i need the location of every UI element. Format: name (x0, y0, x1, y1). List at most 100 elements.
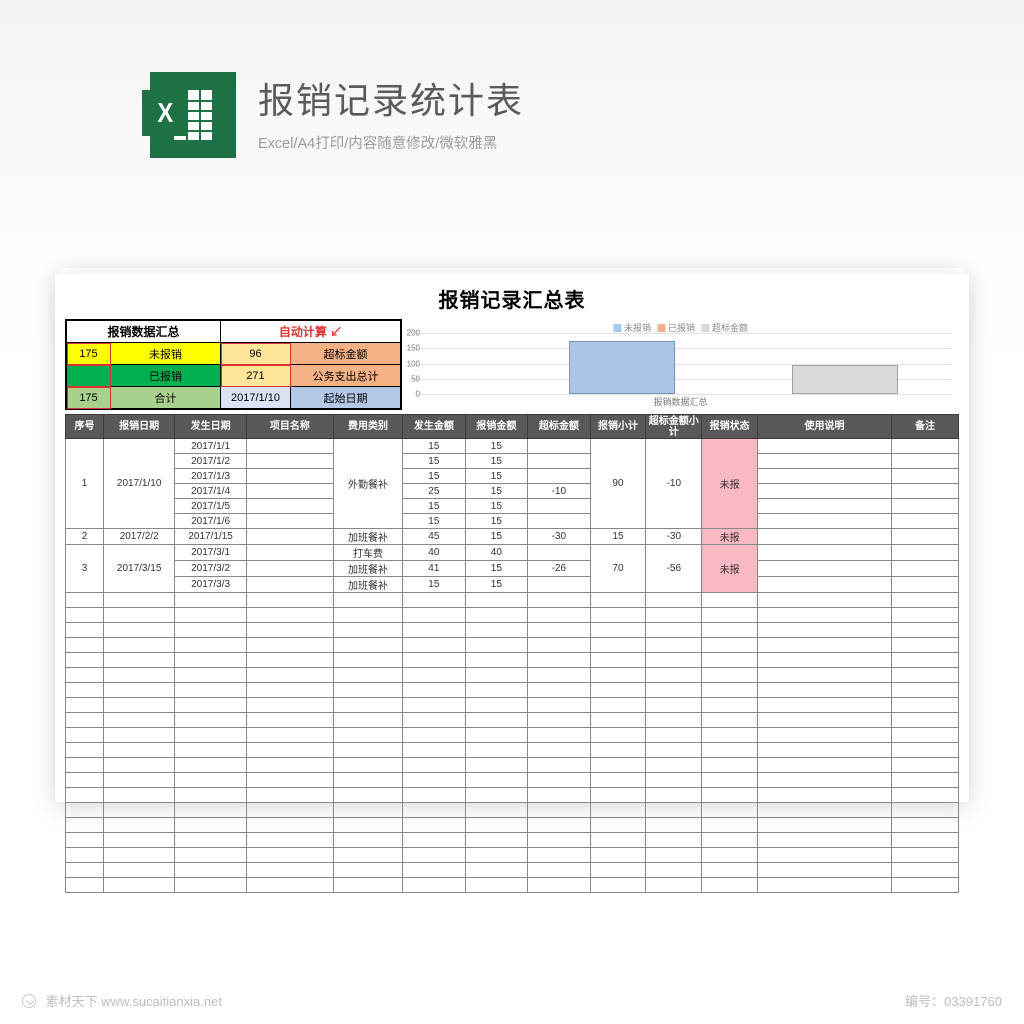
table-cell (333, 683, 402, 698)
table-cell (758, 668, 892, 683)
table-cell (403, 878, 466, 893)
footer-id-value: 03391760 (944, 994, 1002, 1009)
table-cell (66, 608, 104, 623)
table-cell: 加班餐补 (333, 529, 402, 545)
table-cell (333, 608, 402, 623)
table-cell (465, 593, 528, 608)
table-cell (403, 743, 466, 758)
column-header: 报销状态 (702, 415, 758, 439)
table-cell (333, 803, 402, 818)
table-cell (333, 863, 402, 878)
table-cell: 2017/3/1 (175, 545, 246, 561)
table-cell (246, 803, 333, 818)
table-cell (590, 758, 646, 773)
table-cell: 2017/2/2 (103, 529, 174, 545)
table-cell (403, 638, 466, 653)
table-cell (246, 788, 333, 803)
table-cell (66, 848, 104, 863)
table-cell: 15 (403, 514, 466, 529)
table-cell (528, 653, 591, 668)
table-cell (528, 439, 591, 454)
table-cell (590, 728, 646, 743)
table-cell (66, 623, 104, 638)
table-cell (590, 623, 646, 638)
table-cell: 2017/1/6 (175, 514, 246, 529)
summary-cell (67, 365, 111, 387)
table-cell: 加班餐补 (333, 577, 402, 593)
table-cell: 未报 (702, 439, 758, 529)
table-cell (590, 743, 646, 758)
table-cell (403, 758, 466, 773)
table-cell (758, 803, 892, 818)
table-cell (702, 743, 758, 758)
table-cell (646, 863, 702, 878)
table-cell (246, 469, 333, 484)
column-header: 报销日期 (103, 415, 174, 439)
data-table: 序号报销日期发生日期项目名称费用类别发生金额报销金额超标金额报销小计超标金额小计… (65, 414, 959, 893)
table-cell (175, 608, 246, 623)
table-cell (103, 638, 174, 653)
summary-cell: 合计 (111, 387, 221, 409)
table-cell (891, 698, 958, 713)
page-subtitle: Excel/A4打印/内容随意修改/微软雅黑 (258, 132, 524, 153)
table-cell (403, 623, 466, 638)
table-cell: 15 (403, 439, 466, 454)
table-cell: -26 (528, 561, 591, 577)
table-cell (103, 878, 174, 893)
table-cell (590, 683, 646, 698)
table-cell (465, 608, 528, 623)
table-cell: 2017/1/10 (103, 439, 174, 529)
table-cell (246, 878, 333, 893)
auto-calc-label: 自动计算 ↙ (221, 321, 401, 343)
table-cell (758, 713, 892, 728)
table-cell (528, 577, 591, 593)
table-cell (465, 758, 528, 773)
table-cell (175, 623, 246, 638)
table-cell (246, 833, 333, 848)
table-cell (66, 878, 104, 893)
table-cell (758, 833, 892, 848)
table-cell (891, 561, 958, 577)
table-cell (646, 668, 702, 683)
table-cell (528, 623, 591, 638)
footer-url: www.sucaitianxia.net (101, 994, 222, 1009)
table-cell (103, 728, 174, 743)
table-cell (590, 863, 646, 878)
table-cell: 2017/3/15 (103, 545, 174, 593)
table-cell (528, 758, 591, 773)
table-cell (891, 545, 958, 561)
table-cell (103, 773, 174, 788)
table-cell (175, 683, 246, 698)
table-cell (590, 668, 646, 683)
table-cell (403, 788, 466, 803)
excel-icon: X (150, 72, 236, 158)
summary-cell: 起始日期 (291, 387, 401, 409)
table-cell (246, 863, 333, 878)
table-cell (702, 698, 758, 713)
table-cell (758, 848, 892, 863)
table-cell (590, 638, 646, 653)
table-cell (103, 833, 174, 848)
table-cell (702, 713, 758, 728)
table-cell (246, 514, 333, 529)
table-cell (590, 608, 646, 623)
table-cell (646, 833, 702, 848)
table-cell (891, 577, 958, 593)
table-cell (702, 773, 758, 788)
table-cell (891, 593, 958, 608)
table-cell: 25 (403, 484, 466, 499)
table-cell (103, 668, 174, 683)
table-cell (103, 608, 174, 623)
table-cell (403, 683, 466, 698)
table-cell: 15 (403, 454, 466, 469)
table-cell (891, 863, 958, 878)
table-cell (646, 638, 702, 653)
table-cell (246, 439, 333, 454)
table-cell (891, 803, 958, 818)
table-cell (66, 713, 104, 728)
table-cell (465, 683, 528, 698)
table-cell (403, 593, 466, 608)
spreadsheet-preview: 报销记录汇总表 报销数据汇总自动计算 ↙175未报销96超标金额已报销271公务… (55, 274, 969, 802)
table-cell (246, 773, 333, 788)
table-cell (403, 608, 466, 623)
